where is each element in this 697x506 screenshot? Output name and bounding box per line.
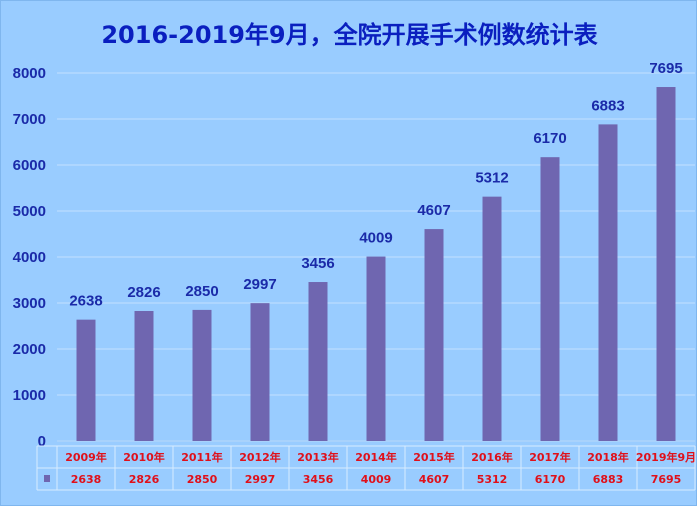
table-value-cell: 2638 — [71, 473, 102, 486]
data-label: 7695 — [649, 60, 682, 77]
y-tick-label: 4000 — [13, 249, 46, 266]
data-label: 6883 — [591, 97, 624, 114]
table-category-cell: 2010年 — [123, 450, 165, 464]
y-tick-label: 8000 — [13, 65, 46, 82]
bar — [308, 282, 328, 441]
bar-series — [76, 87, 676, 441]
data-label: 4607 — [417, 202, 450, 219]
table-value-cell: 3456 — [303, 473, 334, 486]
table-category-cell: 2013年 — [297, 450, 339, 464]
data-labels: 2638 2826 2850 2997 3456 4009 4607 5312 6170 6883… — [69, 60, 682, 310]
data-label: 2997 — [243, 276, 276, 293]
y-tick-label: 3000 — [13, 295, 46, 312]
y-tick-label: 2000 — [13, 341, 46, 358]
bar — [598, 124, 618, 441]
table-category-cell: 2018年 — [587, 450, 629, 464]
bar — [192, 309, 212, 441]
bar — [656, 87, 676, 441]
y-tick-label: 0 — [38, 433, 46, 450]
table-category-cell: 2016年 — [471, 450, 513, 464]
table-value-cell: 5312 — [477, 473, 508, 486]
table-value-cell: 2850 — [187, 473, 218, 486]
bar — [134, 311, 154, 441]
table-value-cell: 4009 — [361, 473, 392, 486]
chart-title: 2016-2019年9月，全院开展手术例数统计表 — [101, 21, 598, 49]
bar — [76, 319, 96, 441]
data-label: 4009 — [359, 230, 392, 247]
y-tick-label: 1000 — [13, 387, 46, 404]
table-category-cell: 2014年 — [355, 450, 397, 464]
data-label: 2826 — [127, 284, 160, 301]
table-category-cell: 2011年 — [181, 450, 223, 464]
data-label: 3456 — [301, 255, 334, 272]
data-table: 2009年 2638 2010年 2826 2011年 2850 2012年 2997 2013… — [36, 445, 696, 491]
table-value-cell: 4607 — [419, 473, 450, 486]
y-tick-label: 6000 — [13, 157, 46, 174]
table-value-cell: 7695 — [651, 473, 682, 486]
y-tick-label: 5000 — [13, 203, 46, 220]
bar — [424, 229, 444, 441]
table-category-cell: 2017年 — [529, 450, 571, 464]
bar — [366, 256, 386, 441]
y-tick-label: 7000 — [13, 111, 46, 128]
bar — [540, 157, 560, 441]
table-category-cell: 2019年9月 — [636, 450, 696, 464]
data-label: 2638 — [69, 293, 102, 310]
table-category-cell: 2009年 — [65, 450, 107, 464]
y-axis: 0 1000 2000 3000 4000 5000 6000 7000 8000 — [13, 65, 46, 450]
table-category-cell: 2012年 — [239, 450, 281, 464]
data-label: 5312 — [475, 170, 508, 187]
table-category-cell: 2015年 — [413, 450, 455, 464]
bar — [482, 196, 502, 441]
table-value-cell: 6170 — [535, 473, 566, 486]
table-value-cell: 6883 — [593, 473, 624, 486]
data-label: 6170 — [533, 130, 566, 147]
bar — [250, 303, 270, 441]
legend-key — [44, 475, 50, 482]
table-value-cell: 2997 — [245, 473, 276, 486]
table-value-cell: 2826 — [129, 473, 160, 486]
data-label: 2850 — [185, 283, 218, 300]
